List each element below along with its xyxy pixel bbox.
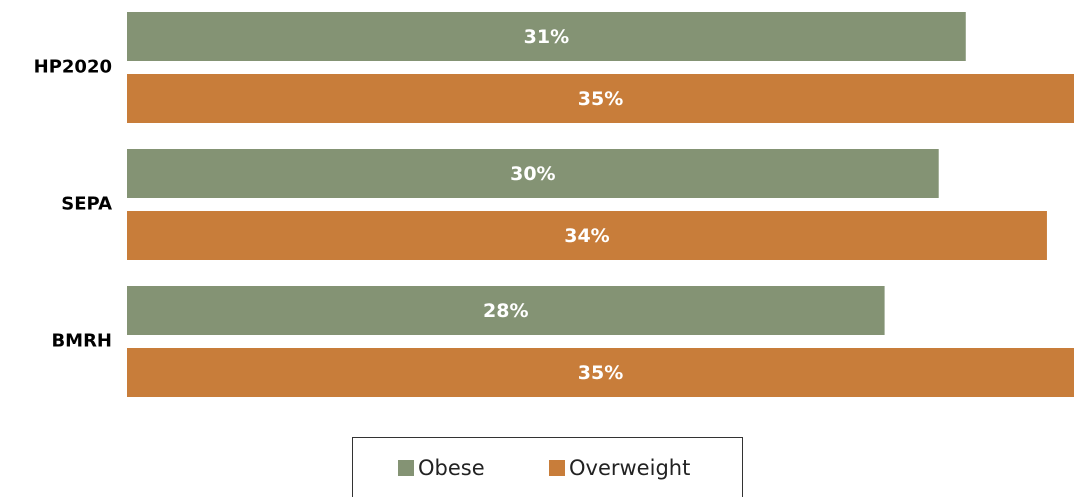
legend-box (352, 437, 743, 497)
data-label: 35% (578, 88, 623, 110)
legend-swatch (398, 460, 414, 476)
data-label: 28% (483, 300, 528, 322)
category-label: SEPA (61, 194, 112, 215)
legend-swatch (549, 460, 565, 476)
category-label: HP2020 (34, 57, 112, 78)
category-label: BMRH (51, 331, 112, 352)
bar (127, 149, 939, 198)
bar (127, 348, 1074, 397)
bar (127, 211, 1047, 260)
data-label: 30% (510, 163, 555, 185)
data-label: 35% (578, 362, 623, 384)
bar (127, 74, 1074, 123)
bar (127, 286, 885, 335)
legend-label: Overweight (569, 456, 690, 480)
legend-label: Obese (418, 456, 485, 480)
data-label: 31% (524, 26, 569, 48)
bar (127, 12, 966, 61)
data-label: 34% (564, 225, 609, 247)
